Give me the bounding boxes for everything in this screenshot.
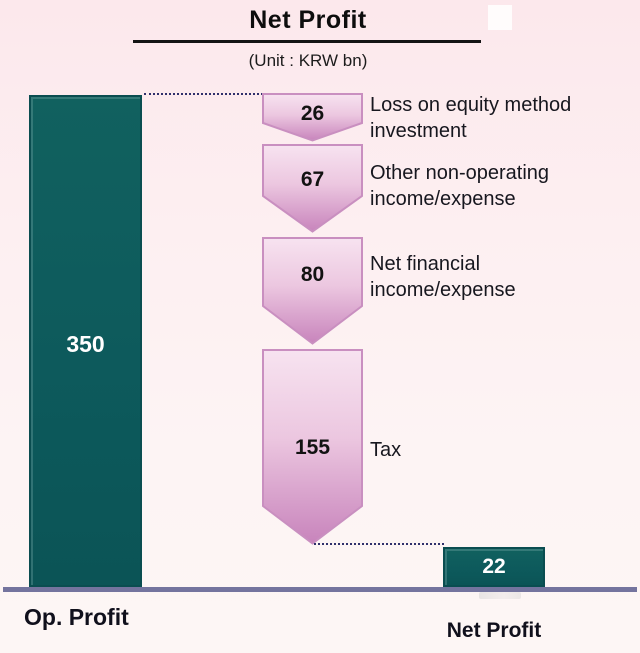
connector-dotted-line-top — [144, 93, 263, 95]
erased-text-remnant — [479, 592, 521, 599]
net-profit-label: Net Profit — [446, 619, 542, 642]
baseline-axis — [3, 587, 637, 592]
op-profit-label: Op. Profit — [24, 604, 129, 630]
title-underline — [133, 40, 481, 43]
deduction-label: Net financial income/expense — [370, 253, 516, 301]
deduction-label: Tax — [370, 439, 402, 461]
deduction-value: 80 — [300, 263, 325, 286]
deduction-value: 26 — [300, 102, 325, 125]
chart-title: Net Profit — [249, 6, 367, 34]
deduction-label: Other non-operating income/expense — [370, 162, 550, 210]
deduction-arrow-equity — [262, 93, 363, 142]
background-patch — [488, 5, 512, 30]
connector-dotted-line-bottom — [314, 543, 444, 545]
deduction-arrow-tax — [262, 349, 363, 545]
net-profit-bar — [443, 547, 545, 587]
net-profit-value: 22 — [482, 555, 506, 578]
op-profit-bar — [29, 95, 142, 587]
deduction-arrow-financial — [262, 237, 363, 345]
unit-label: (Unit : KRW bn) — [248, 51, 368, 70]
deduction-value: 155 — [294, 436, 331, 459]
deduction-arrow-nonoperating — [262, 144, 363, 233]
op-profit-value: 350 — [66, 331, 105, 357]
deduction-value: 67 — [300, 168, 325, 191]
deduction-label: Loss on equity method investment — [370, 94, 572, 142]
